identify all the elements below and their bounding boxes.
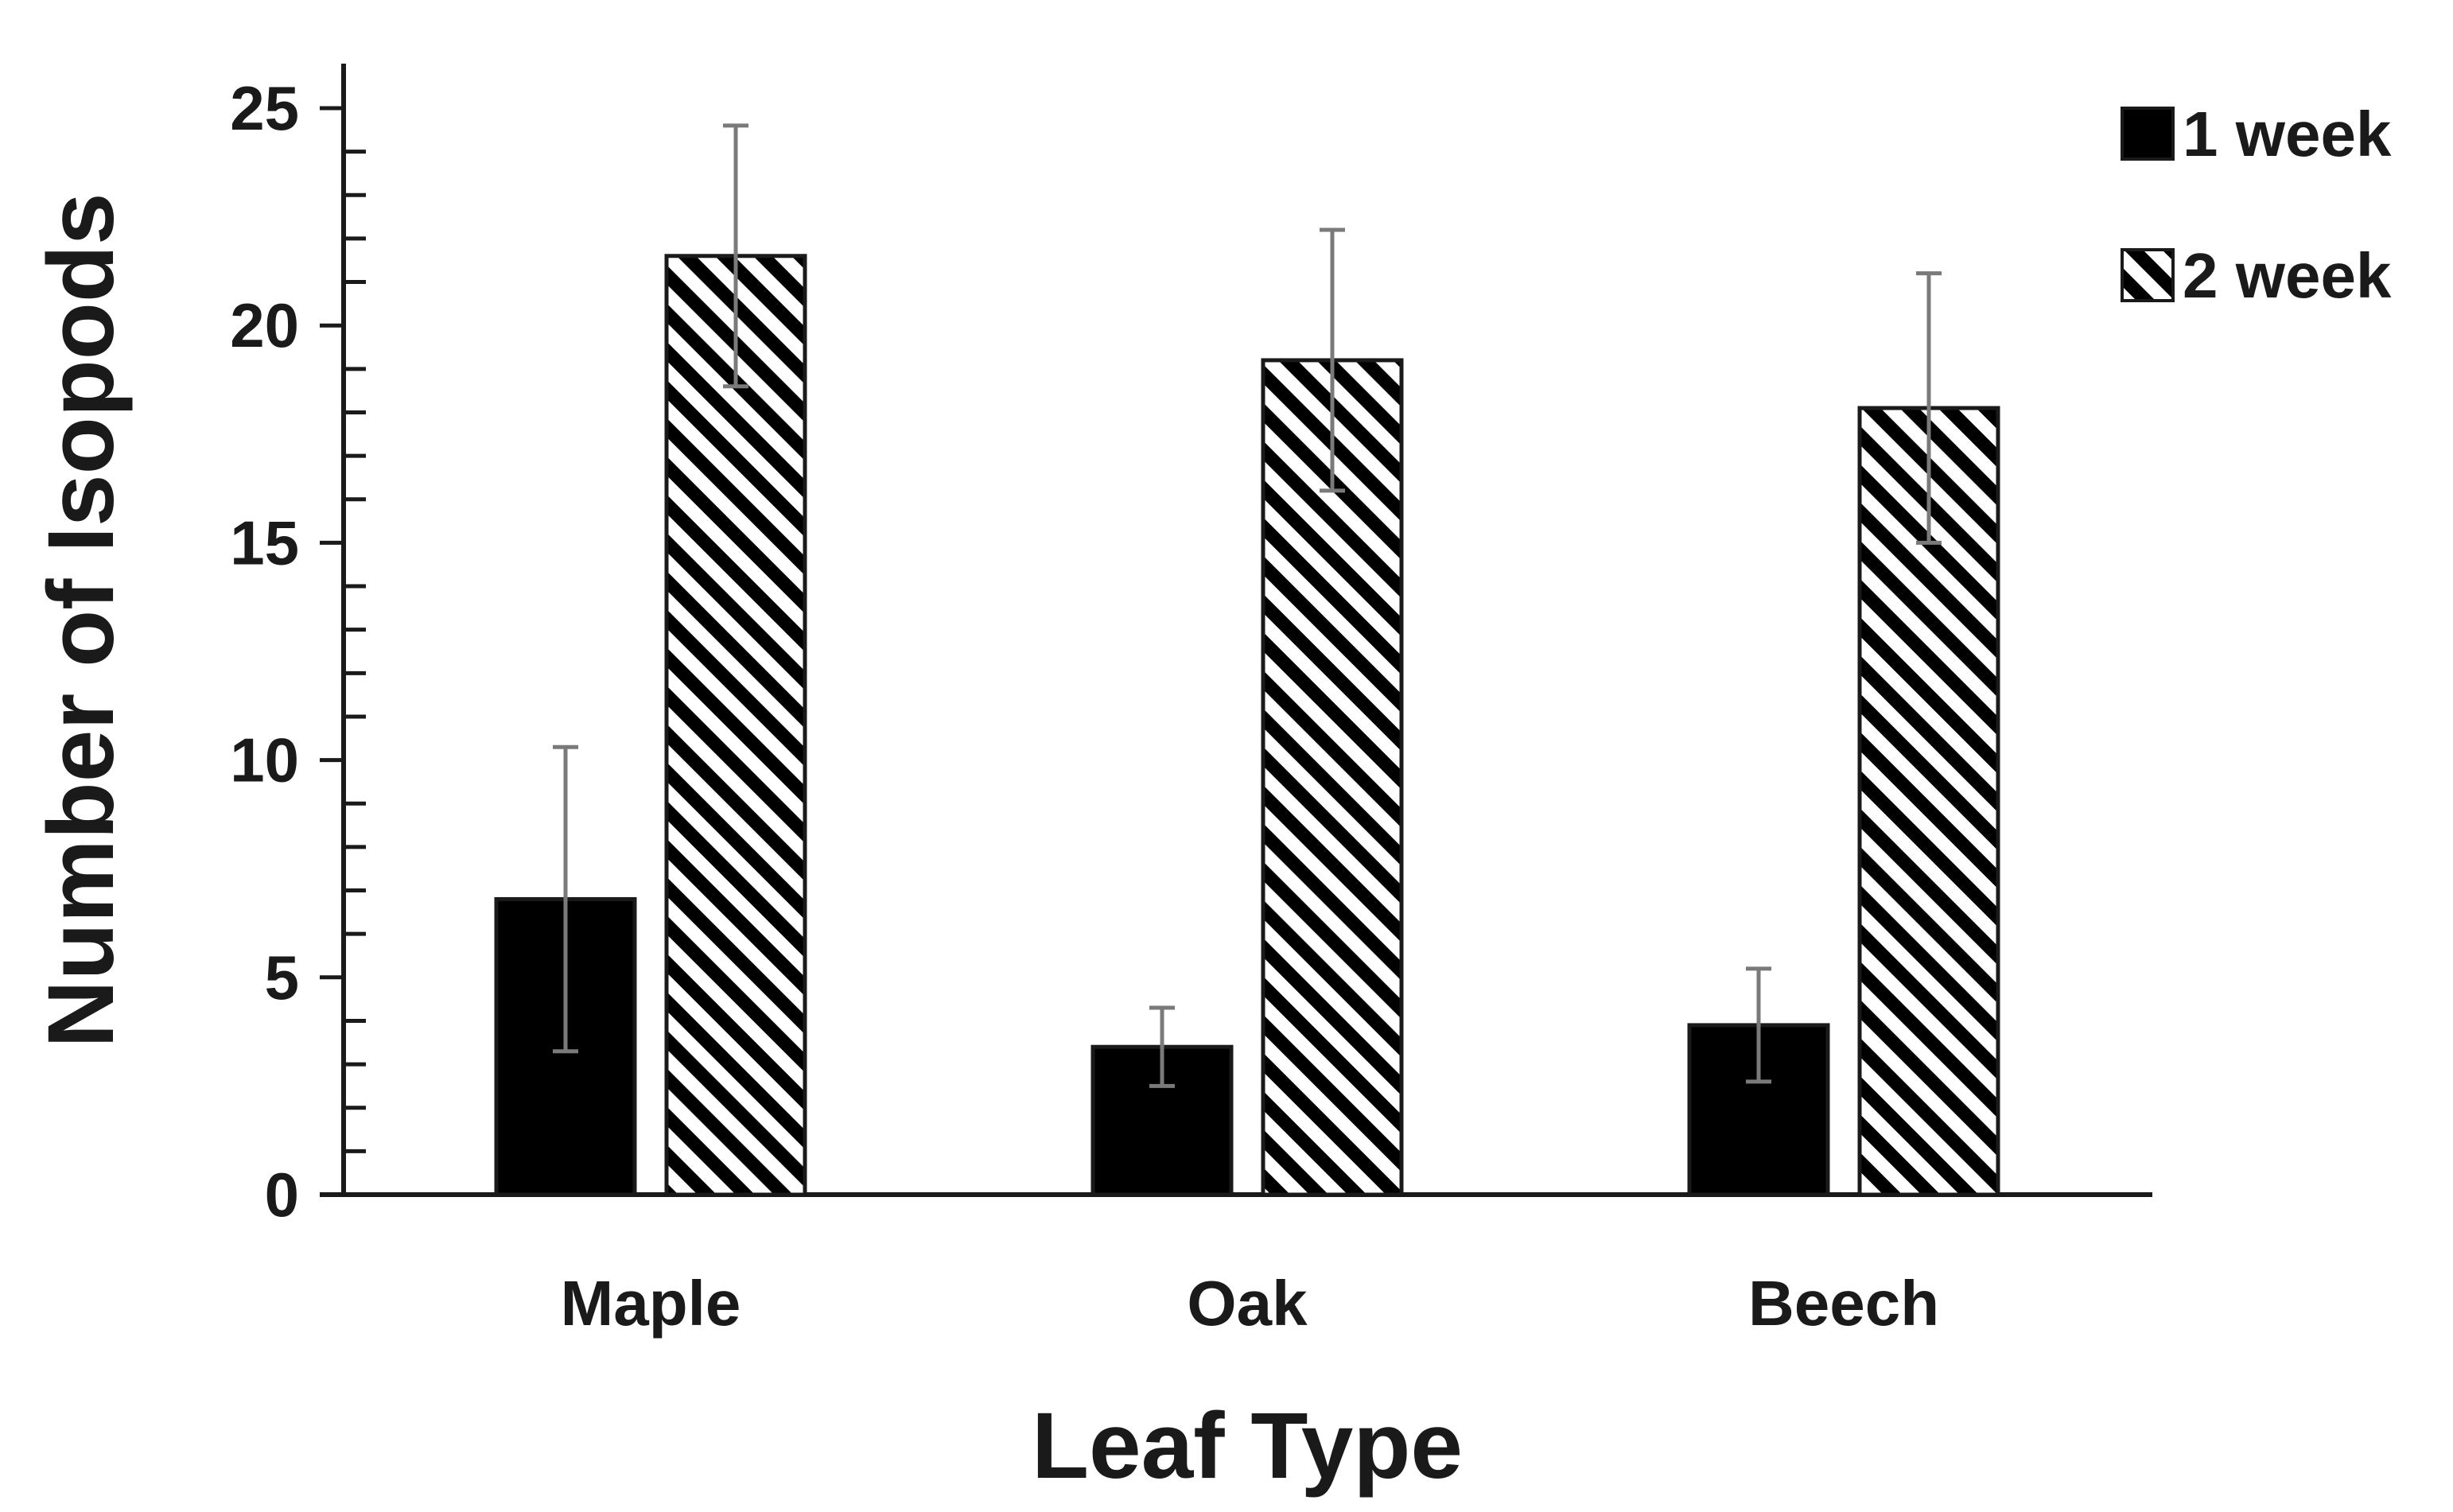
x-axis-title: Leaf Type [1032,1393,1463,1498]
bars-group [494,254,2000,1197]
y-tick-label: 0 [265,1160,299,1230]
bar-2-week-maple [664,254,807,1197]
bar-2-week-oak [1261,358,1404,1197]
x-category-label: Maple [561,1268,741,1339]
x-category-label: Beech [1748,1268,1939,1339]
legend-label: 2 week [2183,240,2392,311]
y-tick-label: 5 [265,943,299,1013]
x-category-labels: Maple Oak Beech [561,1268,1939,1339]
legend-swatch-2-week [2121,248,2175,302]
legend: 1 week 2 week [2121,99,2392,311]
y-tick-label: 15 [230,507,299,577]
legend-label: 1 week [2183,99,2392,169]
y-tick-label: 10 [230,725,299,795]
y-tick-label: 20 [230,290,299,360]
y-axis-title: Number of Isopods [29,192,134,1048]
error-bars-group [553,123,1942,1088]
y-tick-labels: 0 5 10 15 20 25 [230,73,299,1230]
x-category-label: Oak [1187,1268,1308,1339]
legend-swatch-1-week [2121,107,2175,161]
y-tick-label: 25 [230,73,299,143]
